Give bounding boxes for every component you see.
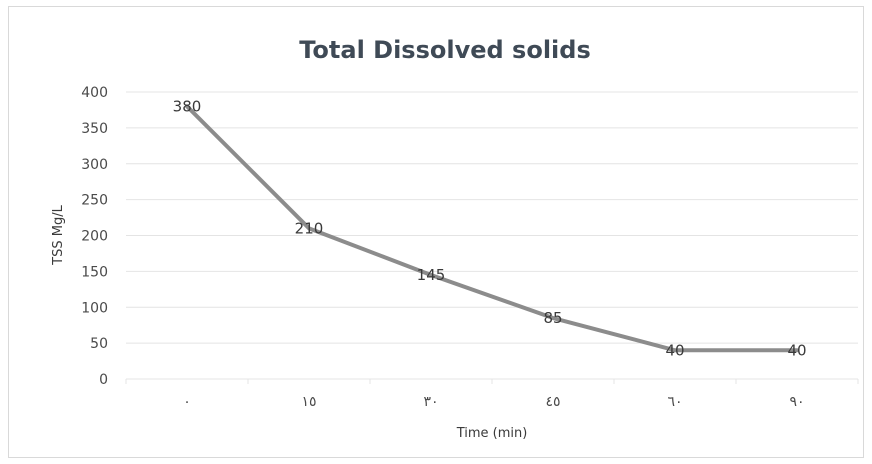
y-tick-label: 300 — [81, 157, 108, 173]
series-line — [185, 104, 799, 353]
x-tick-label: ١٥ — [301, 394, 316, 410]
data-label: 40 — [665, 341, 684, 359]
x-tick-label: ٩٠ — [789, 394, 804, 410]
y-tick-label: 100 — [81, 300, 108, 316]
chart-frame — [8, 6, 864, 458]
data-label: 380 — [173, 97, 202, 115]
x-tick-labels: ٠ ١٥ ٣٠ ٤٥ ٦٠ ٩٠ — [183, 394, 804, 410]
x-tick-label: ٣٠ — [423, 394, 438, 410]
y-tick-label: 150 — [81, 264, 108, 280]
y-tick-label: 200 — [81, 229, 108, 245]
series — [185, 104, 799, 353]
y-tick-label: 350 — [81, 121, 108, 137]
x-tick-label: ٦٠ — [667, 394, 682, 410]
y-axis-title: TSS Mg/L — [51, 204, 66, 265]
y-tick-label: 50 — [90, 336, 108, 352]
y-tick-labels: 0 50 100 150 200 250 300 350 400 — [81, 85, 108, 388]
y-tick-label: 400 — [81, 85, 108, 101]
data-label: 145 — [417, 266, 446, 284]
x-tick-label: ٤٥ — [545, 394, 560, 410]
y-tick-label: 250 — [81, 193, 108, 209]
data-label: 85 — [543, 309, 562, 327]
gridlines — [125, 91, 859, 384]
data-label: 40 — [787, 341, 806, 359]
y-tick-label: 0 — [99, 372, 108, 388]
chart-title: Total Dissolved solids — [299, 36, 591, 64]
x-tick-label: ٠ — [183, 394, 191, 410]
data-label: 210 — [295, 219, 324, 237]
x-axis-title: Time (min) — [456, 426, 528, 441]
data-labels: 380 210 145 85 40 40 — [173, 97, 807, 359]
